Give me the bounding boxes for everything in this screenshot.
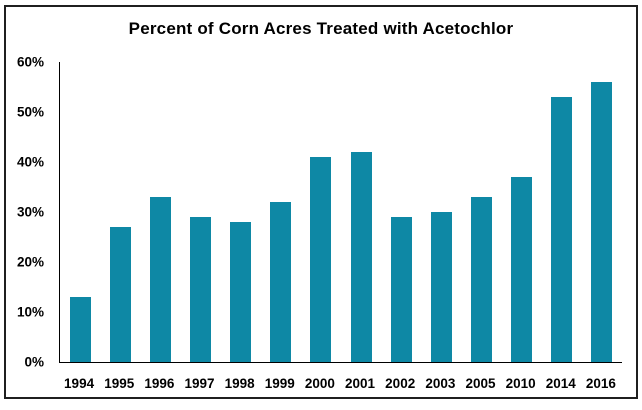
bar-2000 — [310, 157, 332, 362]
bar-slot — [582, 62, 622, 362]
bar-slot — [301, 62, 341, 362]
x-tick-label-2010: 2010 — [505, 376, 536, 391]
bar-slot — [341, 62, 381, 362]
x-tick-label-1994: 1994 — [64, 376, 95, 391]
y-tick-label-40: 40% — [16, 154, 44, 170]
x-tick-label-2003: 2003 — [425, 376, 456, 391]
bar-slot — [100, 62, 140, 362]
x-tick-label-2005: 2005 — [465, 376, 496, 391]
bar-1994 — [69, 297, 91, 362]
x-tick-label-2001: 2001 — [345, 376, 376, 391]
bar-1999 — [270, 202, 292, 362]
bar-1997 — [189, 217, 211, 362]
x-tick-label-1997: 1997 — [184, 376, 215, 391]
y-tick-label-20: 20% — [16, 254, 44, 270]
y-tick-label-0: 0% — [24, 354, 44, 370]
y-axis-tick-labels: 0% 10% 20% 30% 40% 50% 60% — [6, 55, 44, 368]
y-tick-label-30: 30% — [16, 204, 44, 220]
x-tick-label-1999: 1999 — [264, 376, 295, 391]
bar-slot — [261, 62, 301, 362]
bar-slot — [461, 62, 501, 362]
bar-2010 — [511, 177, 533, 362]
bar-slot — [140, 62, 180, 362]
x-tick-label-2016: 2016 — [585, 376, 616, 391]
bar-slot — [542, 62, 582, 362]
chart-frame: Percent of Corn Acres Treated with Aceto… — [4, 5, 638, 399]
x-tick-label-2002: 2002 — [385, 376, 416, 391]
bar-slot — [381, 62, 421, 362]
bar-1998 — [230, 222, 252, 362]
bar-2001 — [350, 152, 372, 362]
bar-2014 — [551, 97, 573, 362]
x-tick-label-1996: 1996 — [144, 376, 175, 391]
bar-slot — [221, 62, 261, 362]
y-tick-label-10: 10% — [16, 304, 44, 320]
x-tick-label-2000: 2000 — [304, 376, 335, 391]
bar-slot — [421, 62, 461, 362]
x-axis-tick-labels: 1994 1995 1996 1997 1998 1999 2000 2001 2002 2003… — [59, 376, 621, 392]
x-tick-label-1995: 1995 — [104, 376, 135, 391]
bar-slot — [60, 62, 100, 362]
chart-title: Percent of Corn Acres Treated with Aceto… — [128, 19, 514, 38]
y-tick-label-50: 50% — [16, 104, 44, 120]
bar-1996 — [149, 197, 171, 362]
bar-2005 — [470, 197, 492, 362]
bar-2002 — [390, 217, 412, 362]
bar-slot — [180, 62, 220, 362]
plot-area — [59, 62, 622, 363]
x-tick-label-1998: 1998 — [224, 376, 255, 391]
bar-2003 — [430, 212, 452, 362]
bar-1995 — [109, 227, 131, 362]
x-tick-label-2014: 2014 — [545, 376, 576, 391]
bar-2016 — [591, 82, 613, 362]
bar-slot — [502, 62, 542, 362]
y-tick-label-60: 60% — [16, 54, 44, 70]
